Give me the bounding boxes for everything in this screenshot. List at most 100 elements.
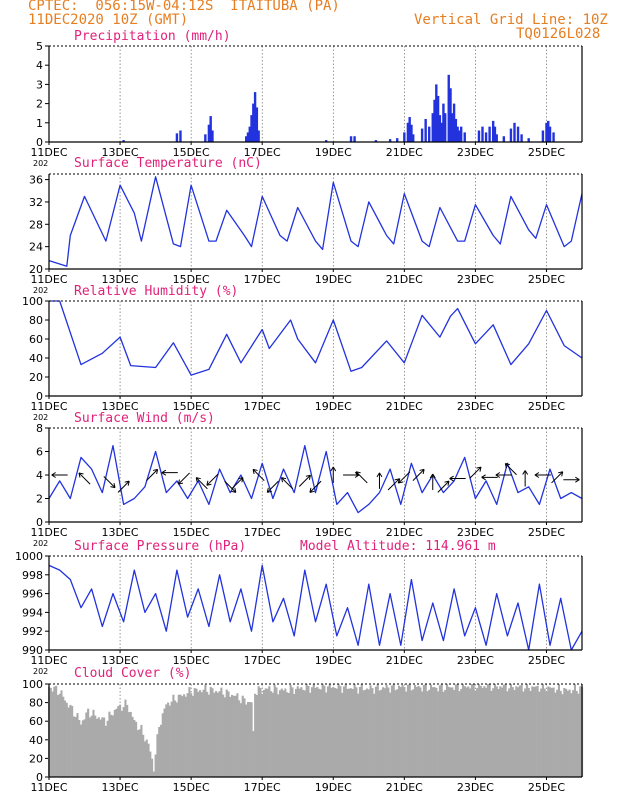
precip-bar: [484, 132, 488, 142]
cloud-bar: [56, 695, 59, 777]
wind-arrow-head: [252, 468, 258, 475]
cloud-bar: [364, 689, 367, 777]
cloud-bar: [106, 720, 109, 777]
cloud-bar: [287, 692, 290, 777]
cloud-bar: [232, 695, 235, 777]
cloud-bar: [213, 692, 216, 777]
precip-bar: [433, 99, 436, 142]
panel-wind: 0 2 4 6 8 11DEC 13DEC 15DEC 17DEC 19DEC 21DEC 23DEC…: [30, 422, 583, 548]
cloud-bar: [490, 690, 493, 777]
cloud-bar: [51, 691, 54, 777]
cloud-bar: [421, 691, 424, 777]
cloud-bar: [371, 688, 374, 777]
cloud-bar: [165, 704, 168, 777]
x-tick-label: 11DEC: [30, 654, 67, 667]
cloud-bar: [238, 700, 241, 777]
cloud-bar: [309, 692, 312, 777]
cloud-bar: [401, 684, 404, 777]
cloud-bar: [520, 684, 523, 777]
cloud-bar: [412, 689, 415, 777]
panel-pres: 990 992 994 996 998 1000 11DEC 13DEC 15DEC 17DEC 1…: [15, 550, 583, 676]
precip-bar: [516, 126, 520, 142]
cloud-bar: [511, 687, 514, 777]
year-fragment: 202: [33, 413, 48, 422]
precip-bar: [374, 140, 378, 142]
precip-bar: [428, 126, 431, 142]
wind-arrow: [309, 480, 322, 493]
cloud-bar: [328, 684, 331, 777]
cloud-bar: [399, 687, 402, 777]
cloud-bar: [513, 689, 516, 777]
cloud-bar: [506, 691, 509, 777]
x-tick-label: 25DEC: [528, 273, 565, 286]
wind-arrow: [504, 463, 517, 476]
year-fragment: 202: [33, 667, 48, 676]
cloud-bar: [202, 689, 205, 777]
cloud-bar: [508, 688, 511, 777]
precip-bar: [431, 113, 434, 142]
precip-bar: [545, 122, 548, 142]
precip-bar: [179, 130, 182, 142]
cloud-bar: [270, 691, 273, 777]
cloud-bar: [302, 689, 305, 777]
x-tick-label: 25DEC: [528, 654, 565, 667]
x-tick-label: 17DEC: [244, 273, 281, 286]
cloud-bar: [220, 687, 223, 777]
cloud-bar: [124, 699, 127, 777]
wind-arrow: [551, 471, 564, 484]
cloud-bar: [543, 688, 546, 777]
cloud-bar: [467, 686, 470, 777]
x-tick-label: 25DEC: [528, 781, 565, 794]
cloud-bar: [406, 684, 409, 777]
y-tick-label: 2: [36, 98, 43, 111]
cloud-bar: [373, 693, 376, 777]
y-tick-label: 990: [22, 644, 43, 657]
cloud-bar: [243, 698, 246, 777]
cloud-bar: [431, 687, 434, 777]
cloud-bar: [218, 691, 221, 777]
x-tick-label: 23DEC: [457, 400, 494, 413]
cloud-bar: [275, 687, 278, 777]
wind-arrow-head: [330, 466, 337, 472]
wind-arrow: [355, 471, 368, 484]
header-date: 11DEC2020 10Z (GMT): [28, 12, 189, 28]
cloud-bar: [277, 694, 280, 777]
x-tick-label: 11DEC: [30, 273, 67, 286]
precip-bar: [451, 113, 454, 142]
precip-bar: [406, 122, 410, 142]
precip-bar: [122, 140, 125, 142]
cloud-bar: [55, 685, 58, 777]
cloud-bar: [492, 688, 495, 777]
series-line: [48, 176, 583, 267]
precip-bar: [502, 136, 506, 142]
year-fragment: 202: [33, 159, 48, 168]
cloud-bar: [458, 691, 461, 777]
cloud-bar: [108, 711, 111, 777]
precip-bar: [488, 126, 491, 142]
precip-bar: [420, 128, 424, 142]
cloud-bar: [206, 691, 209, 777]
precip-bar: [459, 126, 463, 142]
cloud-bar: [99, 719, 102, 777]
header-grid-note: Vertical Grid Line: 10Z: [414, 12, 608, 28]
series-line: [49, 300, 583, 376]
precip-bar: [463, 132, 466, 142]
cloud-bar: [465, 687, 468, 777]
wind-arrow-head: [398, 478, 404, 484]
cloud-bar: [509, 684, 513, 777]
cloud-bar: [497, 688, 500, 777]
cloud-bar: [312, 684, 315, 777]
cloud-bar: [438, 685, 441, 777]
cloud-bar: [289, 684, 292, 777]
precip-bar: [175, 133, 179, 142]
wind-arrow-head: [231, 487, 237, 493]
cloud-bar: [339, 686, 342, 777]
precip-bar: [349, 136, 353, 142]
y-tick-label: 992: [22, 625, 43, 638]
cloud-bar: [127, 712, 131, 777]
x-tick-label: 19DEC: [315, 526, 352, 539]
wind-arrow-head: [280, 477, 287, 483]
cloud-bar: [389, 692, 392, 777]
x-tick-label: 19DEC: [315, 400, 352, 413]
